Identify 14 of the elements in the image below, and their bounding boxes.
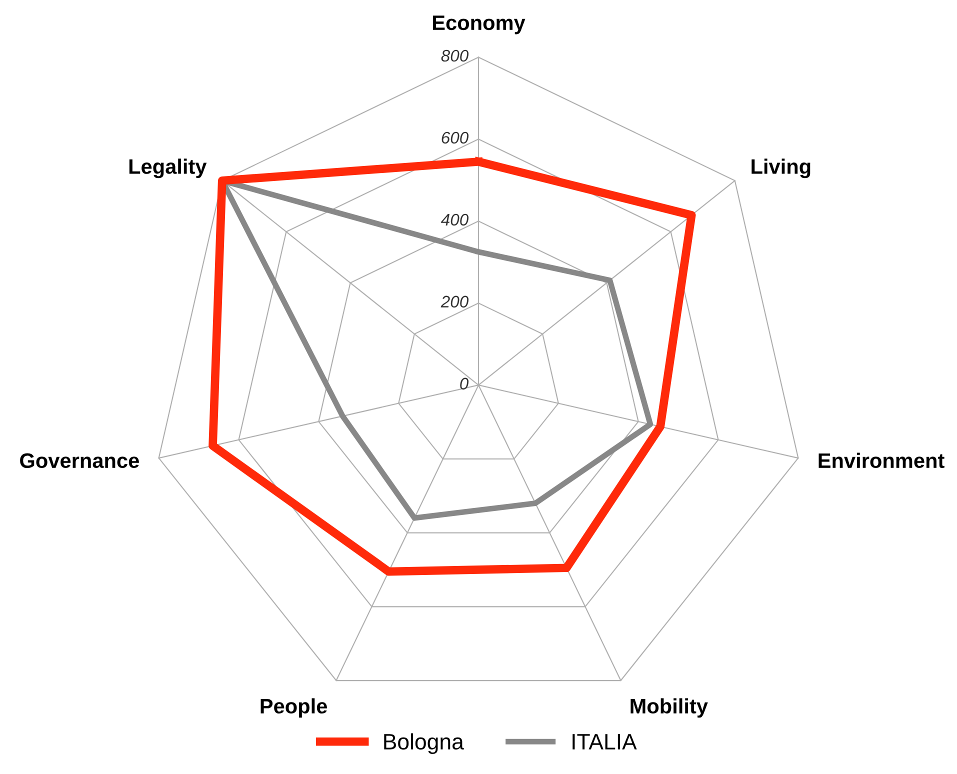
spoke-label: Living [752, 158, 810, 178]
legend-label: ITALIA [572, 734, 637, 750]
y-tick-label: 400 [440, 214, 469, 226]
y-tick-label: 600 [442, 132, 469, 144]
spoke-label: Governance [20, 453, 139, 468]
spoke-label: Legality [129, 158, 207, 178]
spoke-label: Economy [433, 16, 526, 34]
spoke-label: People [260, 698, 327, 718]
legend-label: Bologna [384, 733, 464, 754]
y-tick-label: 200 [440, 296, 469, 308]
spoke-label: Environment [818, 452, 944, 468]
y-tick-label: 0 [460, 378, 469, 390]
y-tick-label: 800 [441, 50, 469, 62]
spoke-label: Mobility [630, 698, 708, 718]
